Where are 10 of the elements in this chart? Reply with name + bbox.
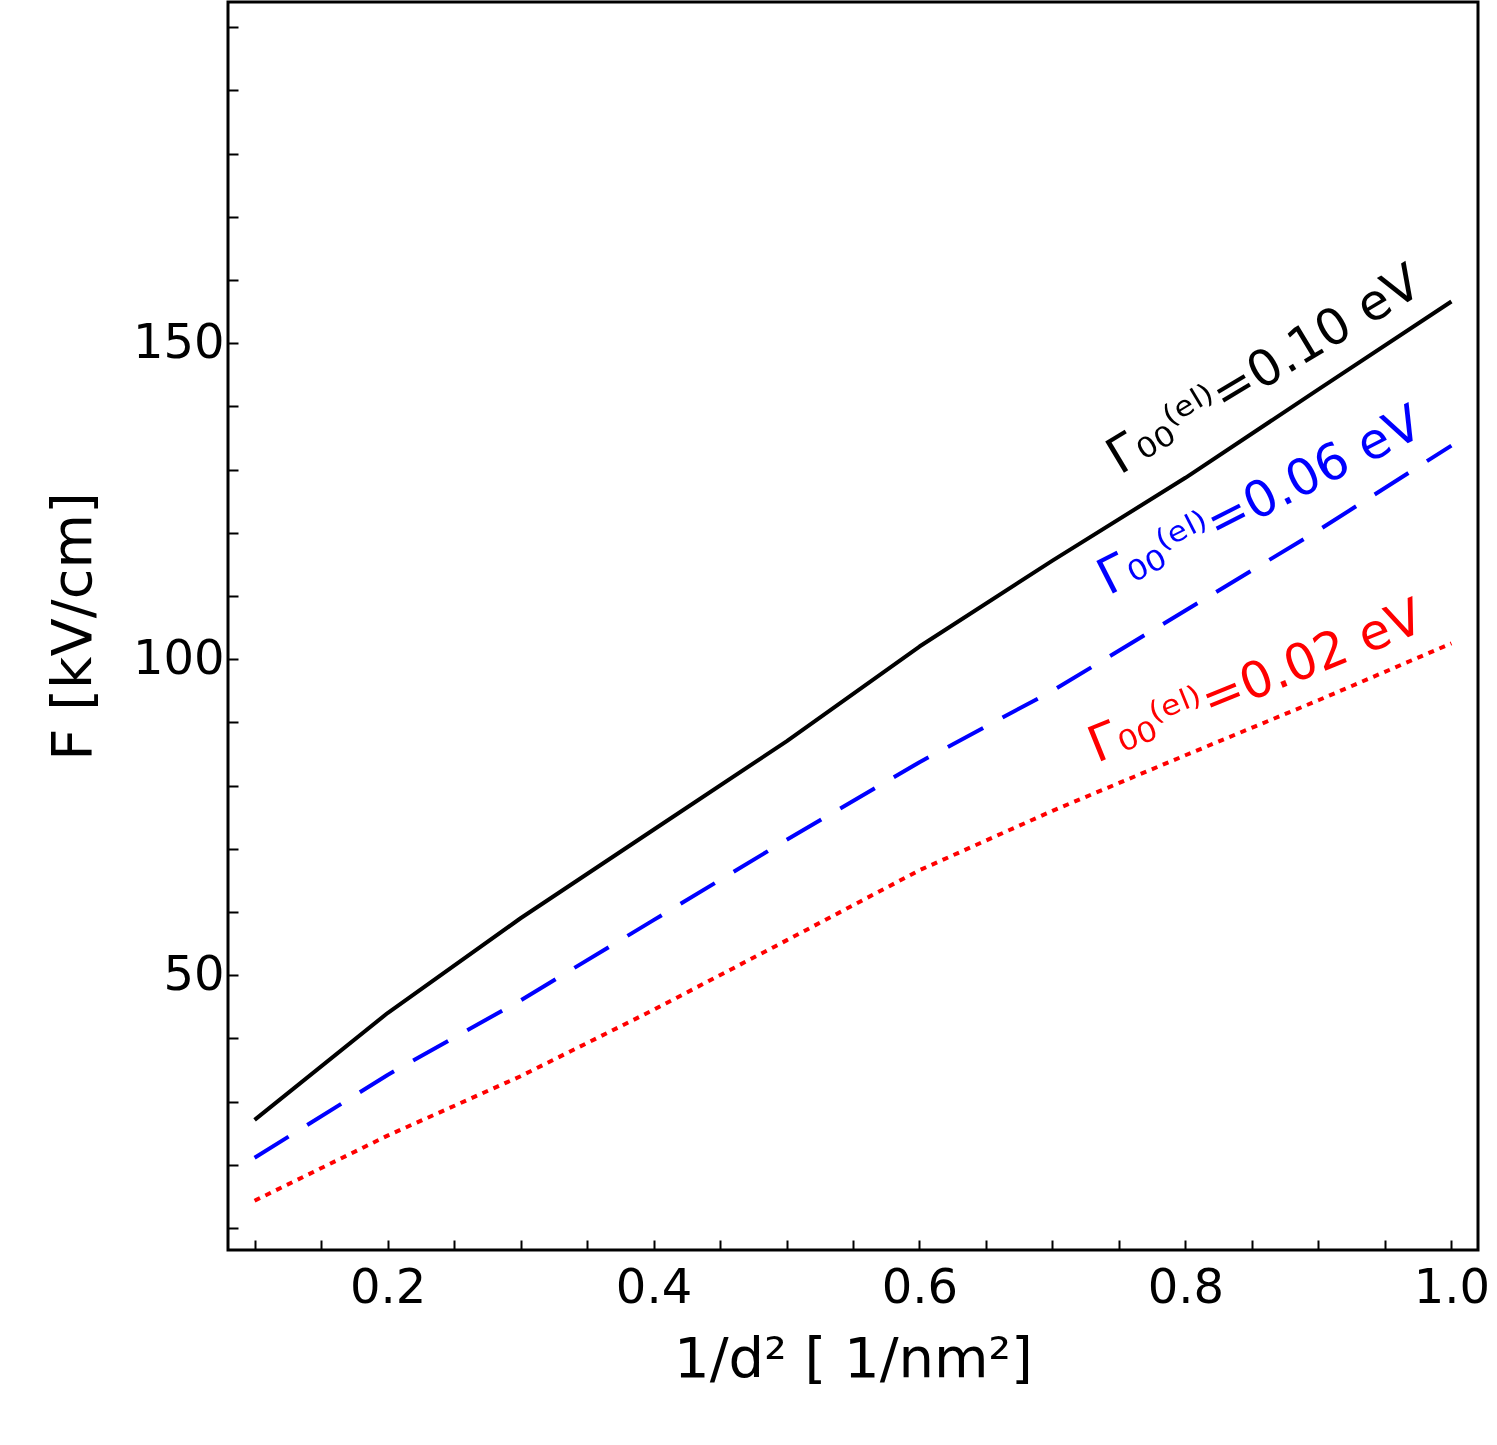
x-tick-label: 0.8 xyxy=(1147,1257,1225,1314)
x-tick-label: 0.4 xyxy=(615,1257,693,1314)
y-tick-label: 150 xyxy=(132,312,225,369)
y-tick-label: 50 xyxy=(163,944,225,1001)
x-tick-label: 1.0 xyxy=(1413,1257,1491,1314)
x-axis-title: 1/d² [ 1/nm²] xyxy=(674,1324,1033,1390)
x-tick-label: 0.2 xyxy=(349,1257,427,1314)
x-tick-label: 0.6 xyxy=(881,1257,959,1314)
y-tick-label: 100 xyxy=(132,628,225,685)
y-axis-title: F [kV/cm] xyxy=(38,492,104,761)
